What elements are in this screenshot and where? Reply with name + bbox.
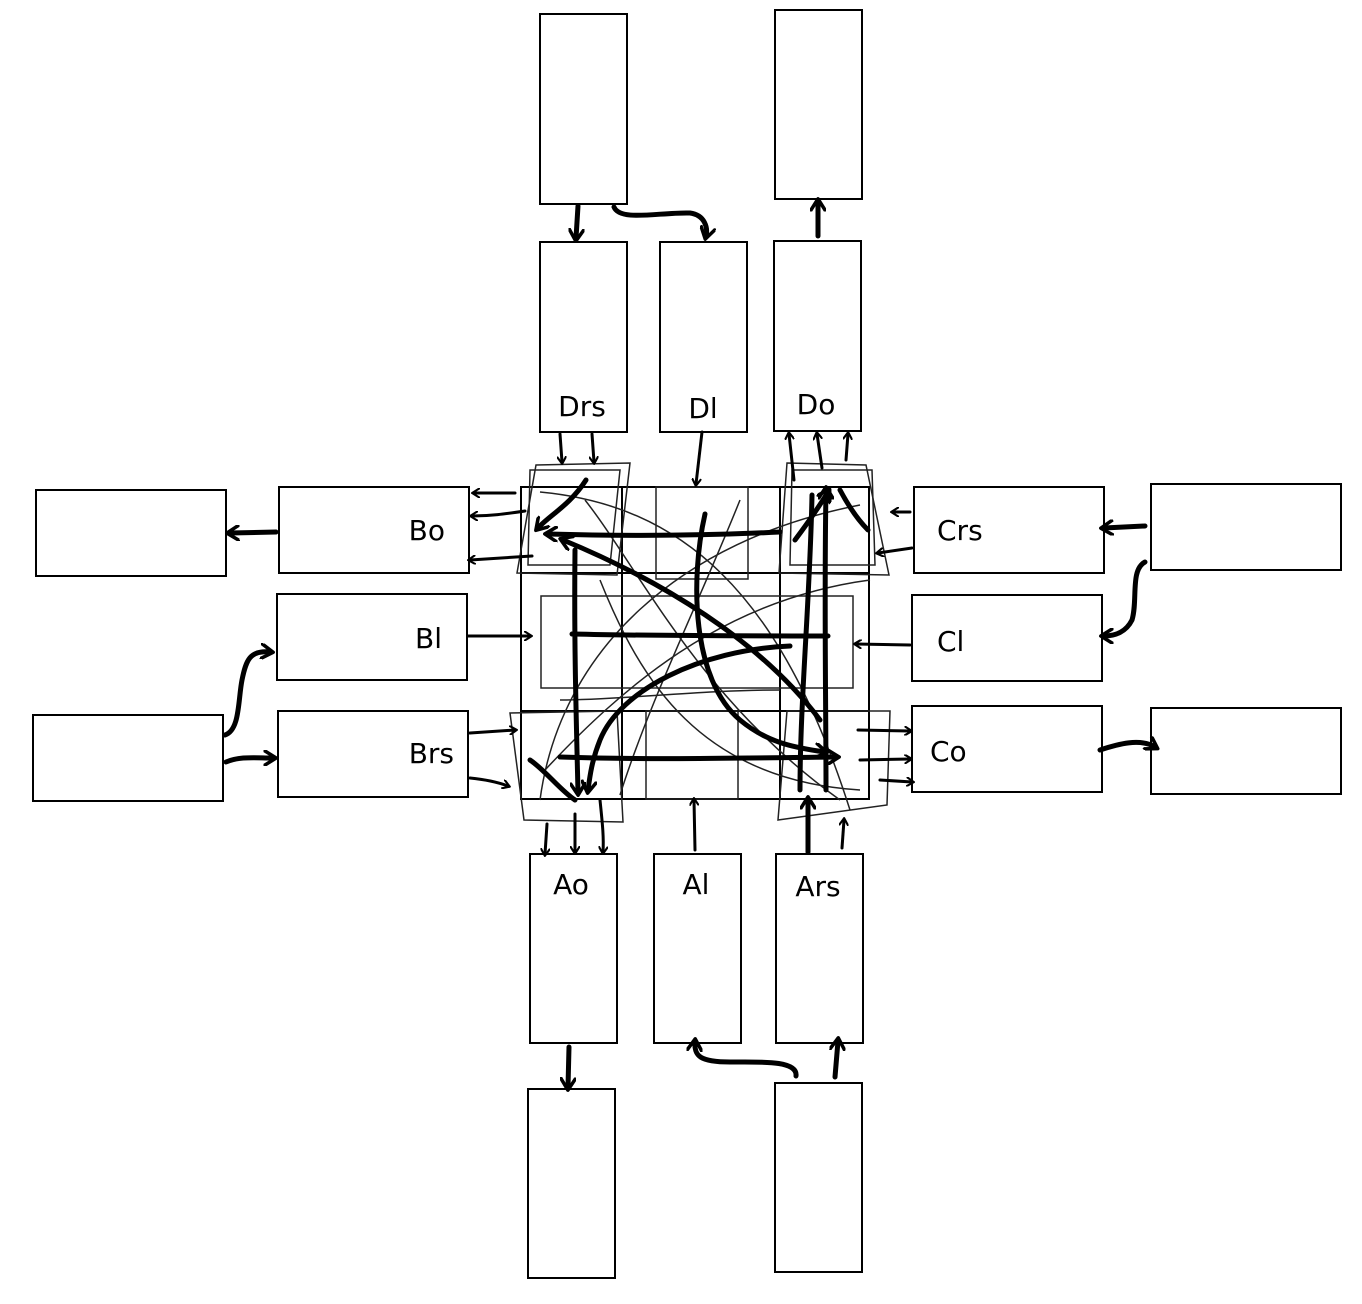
flow-arrows — [222, 202, 1155, 1087]
box-brs — [277, 710, 469, 798]
top-source-box — [539, 13, 628, 205]
box-bo — [278, 486, 470, 574]
left-source-box — [32, 714, 224, 802]
right-sink-box — [1150, 707, 1342, 795]
label-ars: Ars — [795, 870, 840, 903]
label-al: Al — [683, 868, 710, 901]
box-do — [773, 240, 862, 432]
label-bl: Bl — [415, 622, 442, 655]
box-co — [911, 705, 1103, 793]
box-bl — [276, 593, 468, 681]
label-crs: Crs — [937, 514, 983, 547]
box-dl — [659, 241, 748, 433]
box-drs — [539, 241, 628, 433]
label-ao: Ao — [553, 868, 589, 901]
label-do: Do — [797, 388, 836, 421]
label-co: Co — [930, 735, 967, 768]
label-dl: Dl — [688, 392, 717, 425]
right-source-box — [1150, 483, 1342, 571]
box-crs — [913, 486, 1105, 574]
box-al — [653, 853, 742, 1044]
top-sink-box — [774, 9, 863, 200]
box-cl — [911, 594, 1103, 682]
left-sink-box — [35, 489, 227, 577]
bottom-sink-box — [527, 1088, 616, 1279]
label-cl: Cl — [937, 625, 964, 658]
label-drs: Drs — [558, 390, 606, 423]
box-ars — [775, 853, 864, 1044]
bottom-source-box — [774, 1082, 863, 1273]
label-bo: Bo — [409, 514, 445, 547]
box-ao — [529, 853, 618, 1044]
label-brs: Brs — [409, 737, 454, 770]
